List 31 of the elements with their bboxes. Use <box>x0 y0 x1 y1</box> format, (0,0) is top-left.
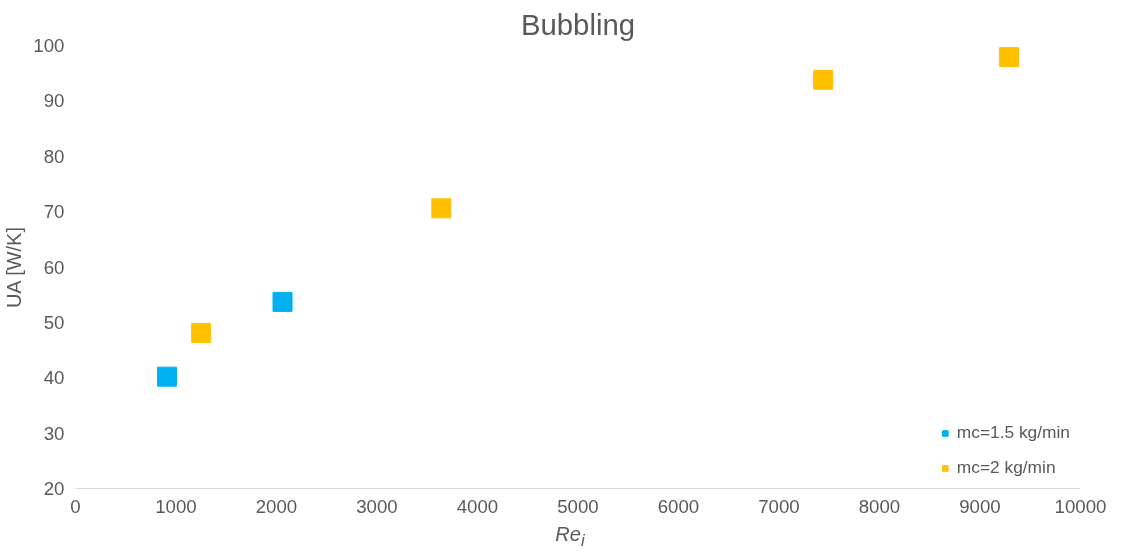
y-tick-label: 80 <box>43 145 65 167</box>
x-tick-label: 3000 <box>356 495 398 517</box>
x-tick-label: 7000 <box>758 495 800 517</box>
x-tick-label: 5000 <box>557 495 599 517</box>
point <box>156 366 177 387</box>
x-tick-label: 6000 <box>657 495 700 517</box>
y-tick-label: 40 <box>43 367 65 389</box>
y-tick-label: 70 <box>43 201 65 223</box>
x-tick-label: 10000 <box>1054 495 1107 517</box>
point <box>999 47 1020 68</box>
y-tick-label: 20 <box>43 478 65 499</box>
chart-title: Bubbling <box>520 7 636 41</box>
point <box>431 198 452 219</box>
y-tick-label: 50 <box>43 311 65 333</box>
x-tick-label: 2000 <box>255 495 298 517</box>
x-tick-label: 4000 <box>456 495 499 517</box>
x-tick-label: 0 <box>70 495 81 517</box>
y-tick-label: 60 <box>43 256 65 278</box>
y-tick-label: 30 <box>43 422 65 444</box>
y-tick-label: 100 <box>33 35 65 56</box>
legend-label: mc=1.5 kg/min <box>956 422 1070 443</box>
point <box>813 69 834 90</box>
point <box>272 291 293 312</box>
x-axis-title: Re$_{i}$ <box>554 522 586 552</box>
legend-label: mc=2 kg/min <box>956 457 1056 478</box>
x-tick-label: 1000 <box>155 495 197 517</box>
y-tick-label: 90 <box>43 90 65 112</box>
x-tick-label: 8000 <box>858 495 901 517</box>
point <box>191 322 212 343</box>
y-axis-title: UA [W/K] <box>3 226 26 309</box>
x-tick-label: 9000 <box>959 495 1001 517</box>
